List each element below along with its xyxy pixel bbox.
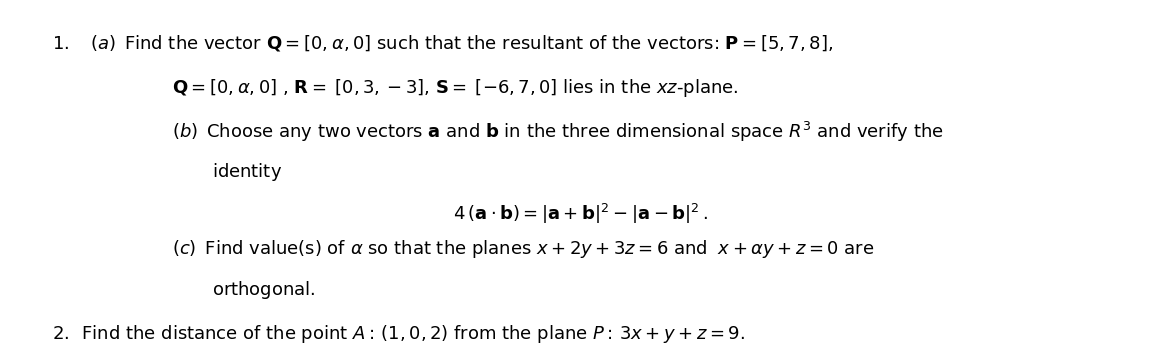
Text: $(b)\enspace \text{Choose any two vectors } \mathbf{a} \text{ and } \mathbf{b} \: $(b)\enspace \text{Choose any two vector… [172,120,944,144]
Text: $2.\enspace \text{Find the distance of the point } A:\,(1,0,2) \text{ from the p: $2.\enspace \text{Find the distance of t… [52,323,745,343]
Text: $1.\quad (a)\enspace \text{Find the vector } \mathbf{Q}{=}[0,\alpha,0] \text{ su: $1.\quad (a)\enspace \text{Find the vect… [52,33,833,53]
Text: $\mathbf{Q}{=}[0,\alpha,0]\text{ , }\mathbf{R}{=}\;[0,3,-3]\text{, }\mathbf{S}{=: $\mathbf{Q}{=}[0,\alpha,0]\text{ , }\mat… [172,76,738,98]
Text: $4\,(\mathbf{a}\cdot\mathbf{b}) = |\mathbf{a}+\mathbf{b}|^2 - |\mathbf{a}-\mathb: $4\,(\mathbf{a}\cdot\mathbf{b}) = |\math… [453,202,708,226]
Text: $(c)\enspace \text{Find value(s) of } \alpha \text{ so that the planes } x+2y+3z: $(c)\enspace \text{Find value(s) of } \a… [172,238,874,260]
Text: $\text{orthogonal.}$: $\text{orthogonal.}$ [213,279,315,301]
Text: $\text{identity}$: $\text{identity}$ [213,161,283,184]
